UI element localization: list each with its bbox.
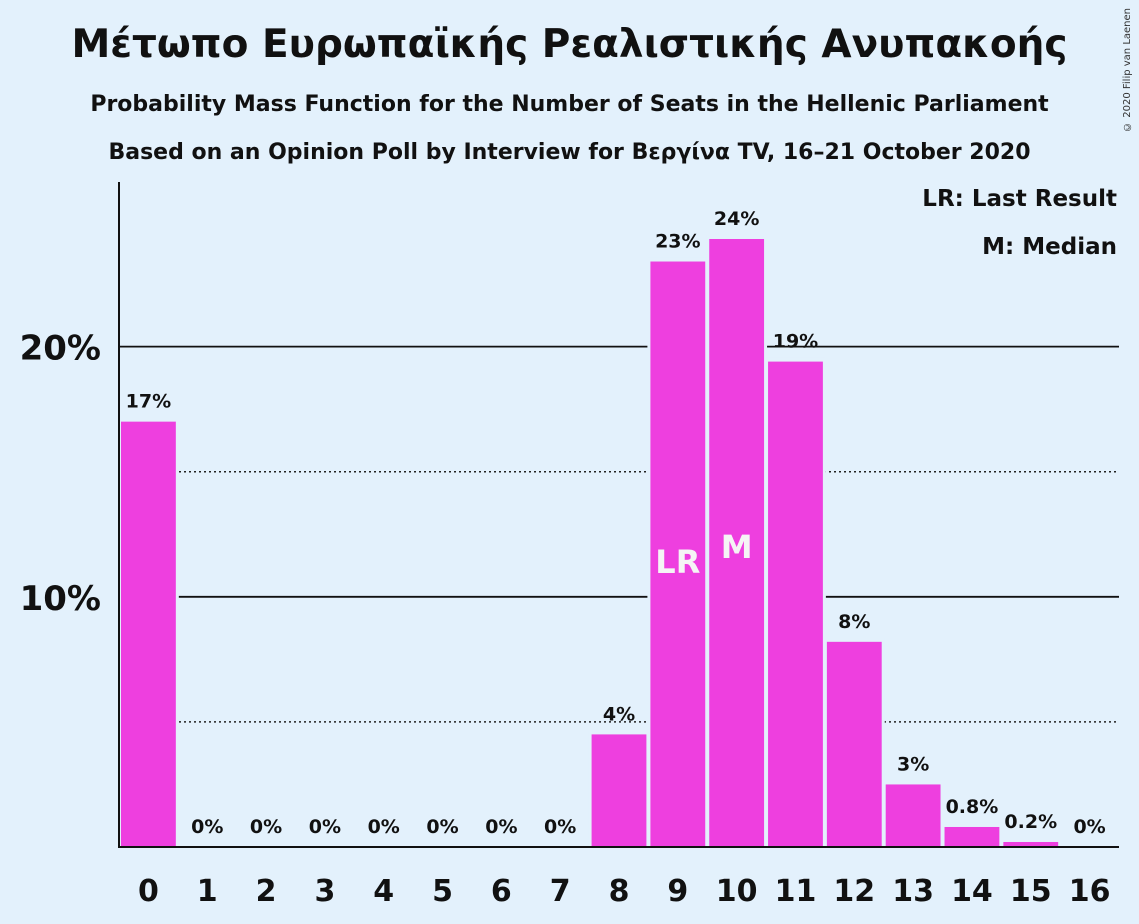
x-tick-label: 15 xyxy=(1010,874,1052,909)
x-tick-label: 2 xyxy=(256,874,277,909)
x-tick-label: 10 xyxy=(716,874,758,909)
y-tick-label: 20% xyxy=(20,329,101,369)
data-label-3: 0% xyxy=(309,816,341,838)
x-tick-label: 1 xyxy=(197,874,218,909)
bar-13 xyxy=(885,784,941,847)
data-label-10: 24% xyxy=(714,208,759,230)
x-tick-label: 0 xyxy=(138,874,159,909)
bar-14 xyxy=(944,826,1000,847)
x-tick-label: 5 xyxy=(432,874,453,909)
legend-last-result: LR: Last Result xyxy=(922,186,1117,212)
x-tick-label: 7 xyxy=(550,874,571,909)
data-label-1: 0% xyxy=(191,816,223,838)
bar-15 xyxy=(1003,841,1059,847)
bar-11 xyxy=(768,361,823,847)
data-label-0: 17% xyxy=(126,391,171,413)
x-tick-label: 3 xyxy=(314,874,335,909)
bar-10 xyxy=(709,239,765,847)
chart-subtitle: Probability Mass Function for the Number… xyxy=(90,92,1049,117)
x-tick-label: 12 xyxy=(833,874,875,909)
x-tick-label: 11 xyxy=(775,874,817,909)
x-tick-label: 9 xyxy=(667,874,688,909)
data-label-9: 23% xyxy=(655,231,700,253)
data-label-16: 0% xyxy=(1073,816,1105,838)
data-label-7: 0% xyxy=(544,816,576,838)
x-tick-label: 4 xyxy=(373,874,394,909)
y-tick-label: 10% xyxy=(20,579,101,619)
x-tick-label: 13 xyxy=(892,874,934,909)
bar-marker-m: M xyxy=(721,528,753,566)
data-label-6: 0% xyxy=(485,816,517,838)
bar-marker-lr: LR xyxy=(655,543,700,581)
data-label-11: 19% xyxy=(773,331,818,353)
bar-8 xyxy=(591,734,647,847)
bar-12 xyxy=(826,641,882,847)
bar-0 xyxy=(121,421,176,847)
data-label-15: 0.2% xyxy=(1004,811,1057,833)
legend-median: M: Median xyxy=(982,234,1117,260)
chart-subtitle-poll: Based on an Opinion Poll by Interview fo… xyxy=(108,140,1031,165)
data-label-14: 0.8% xyxy=(946,796,999,818)
x-tick-label: 16 xyxy=(1069,874,1111,909)
chart-title: Μέτωπο Ευρωπαϊκής Ρεαλιστικής Ανυπακοής xyxy=(71,22,1068,67)
data-label-2: 0% xyxy=(250,816,282,838)
data-label-8: 4% xyxy=(603,703,635,725)
x-tick-label: 14 xyxy=(951,874,993,909)
x-tick-label: 8 xyxy=(609,874,630,909)
data-label-13: 3% xyxy=(897,753,929,775)
data-label-4: 0% xyxy=(368,816,400,838)
bar-9 xyxy=(650,261,706,847)
data-label-5: 0% xyxy=(426,816,458,838)
data-label-12: 8% xyxy=(838,611,870,633)
x-tick-label: 6 xyxy=(491,874,512,909)
